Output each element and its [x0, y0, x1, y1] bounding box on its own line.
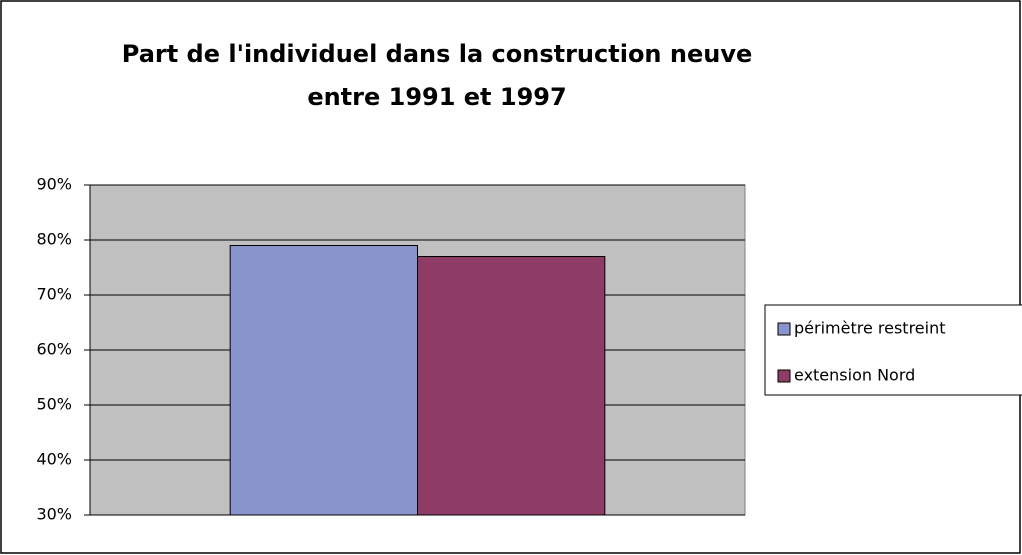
- y-tick-label: 70%: [36, 285, 72, 304]
- y-tick-label: 30%: [36, 505, 72, 524]
- legend-label: extension Nord: [794, 366, 915, 385]
- y-tick-label: 50%: [36, 395, 72, 414]
- y-tick-label: 40%: [36, 450, 72, 469]
- legend-label: périmètre restreint: [794, 319, 946, 338]
- y-tick-label: 90%: [36, 175, 72, 194]
- bar: [229, 245, 418, 516]
- legend-swatch: [777, 369, 791, 383]
- legend-swatch: [777, 322, 791, 336]
- chart-title: Part de l'individuel dans la constructio…: [121, 40, 753, 111]
- bar: [417, 256, 606, 516]
- legend-box: [764, 304, 1022, 396]
- y-tick-label: 60%: [36, 340, 72, 359]
- y-tick-label: 80%: [36, 230, 72, 249]
